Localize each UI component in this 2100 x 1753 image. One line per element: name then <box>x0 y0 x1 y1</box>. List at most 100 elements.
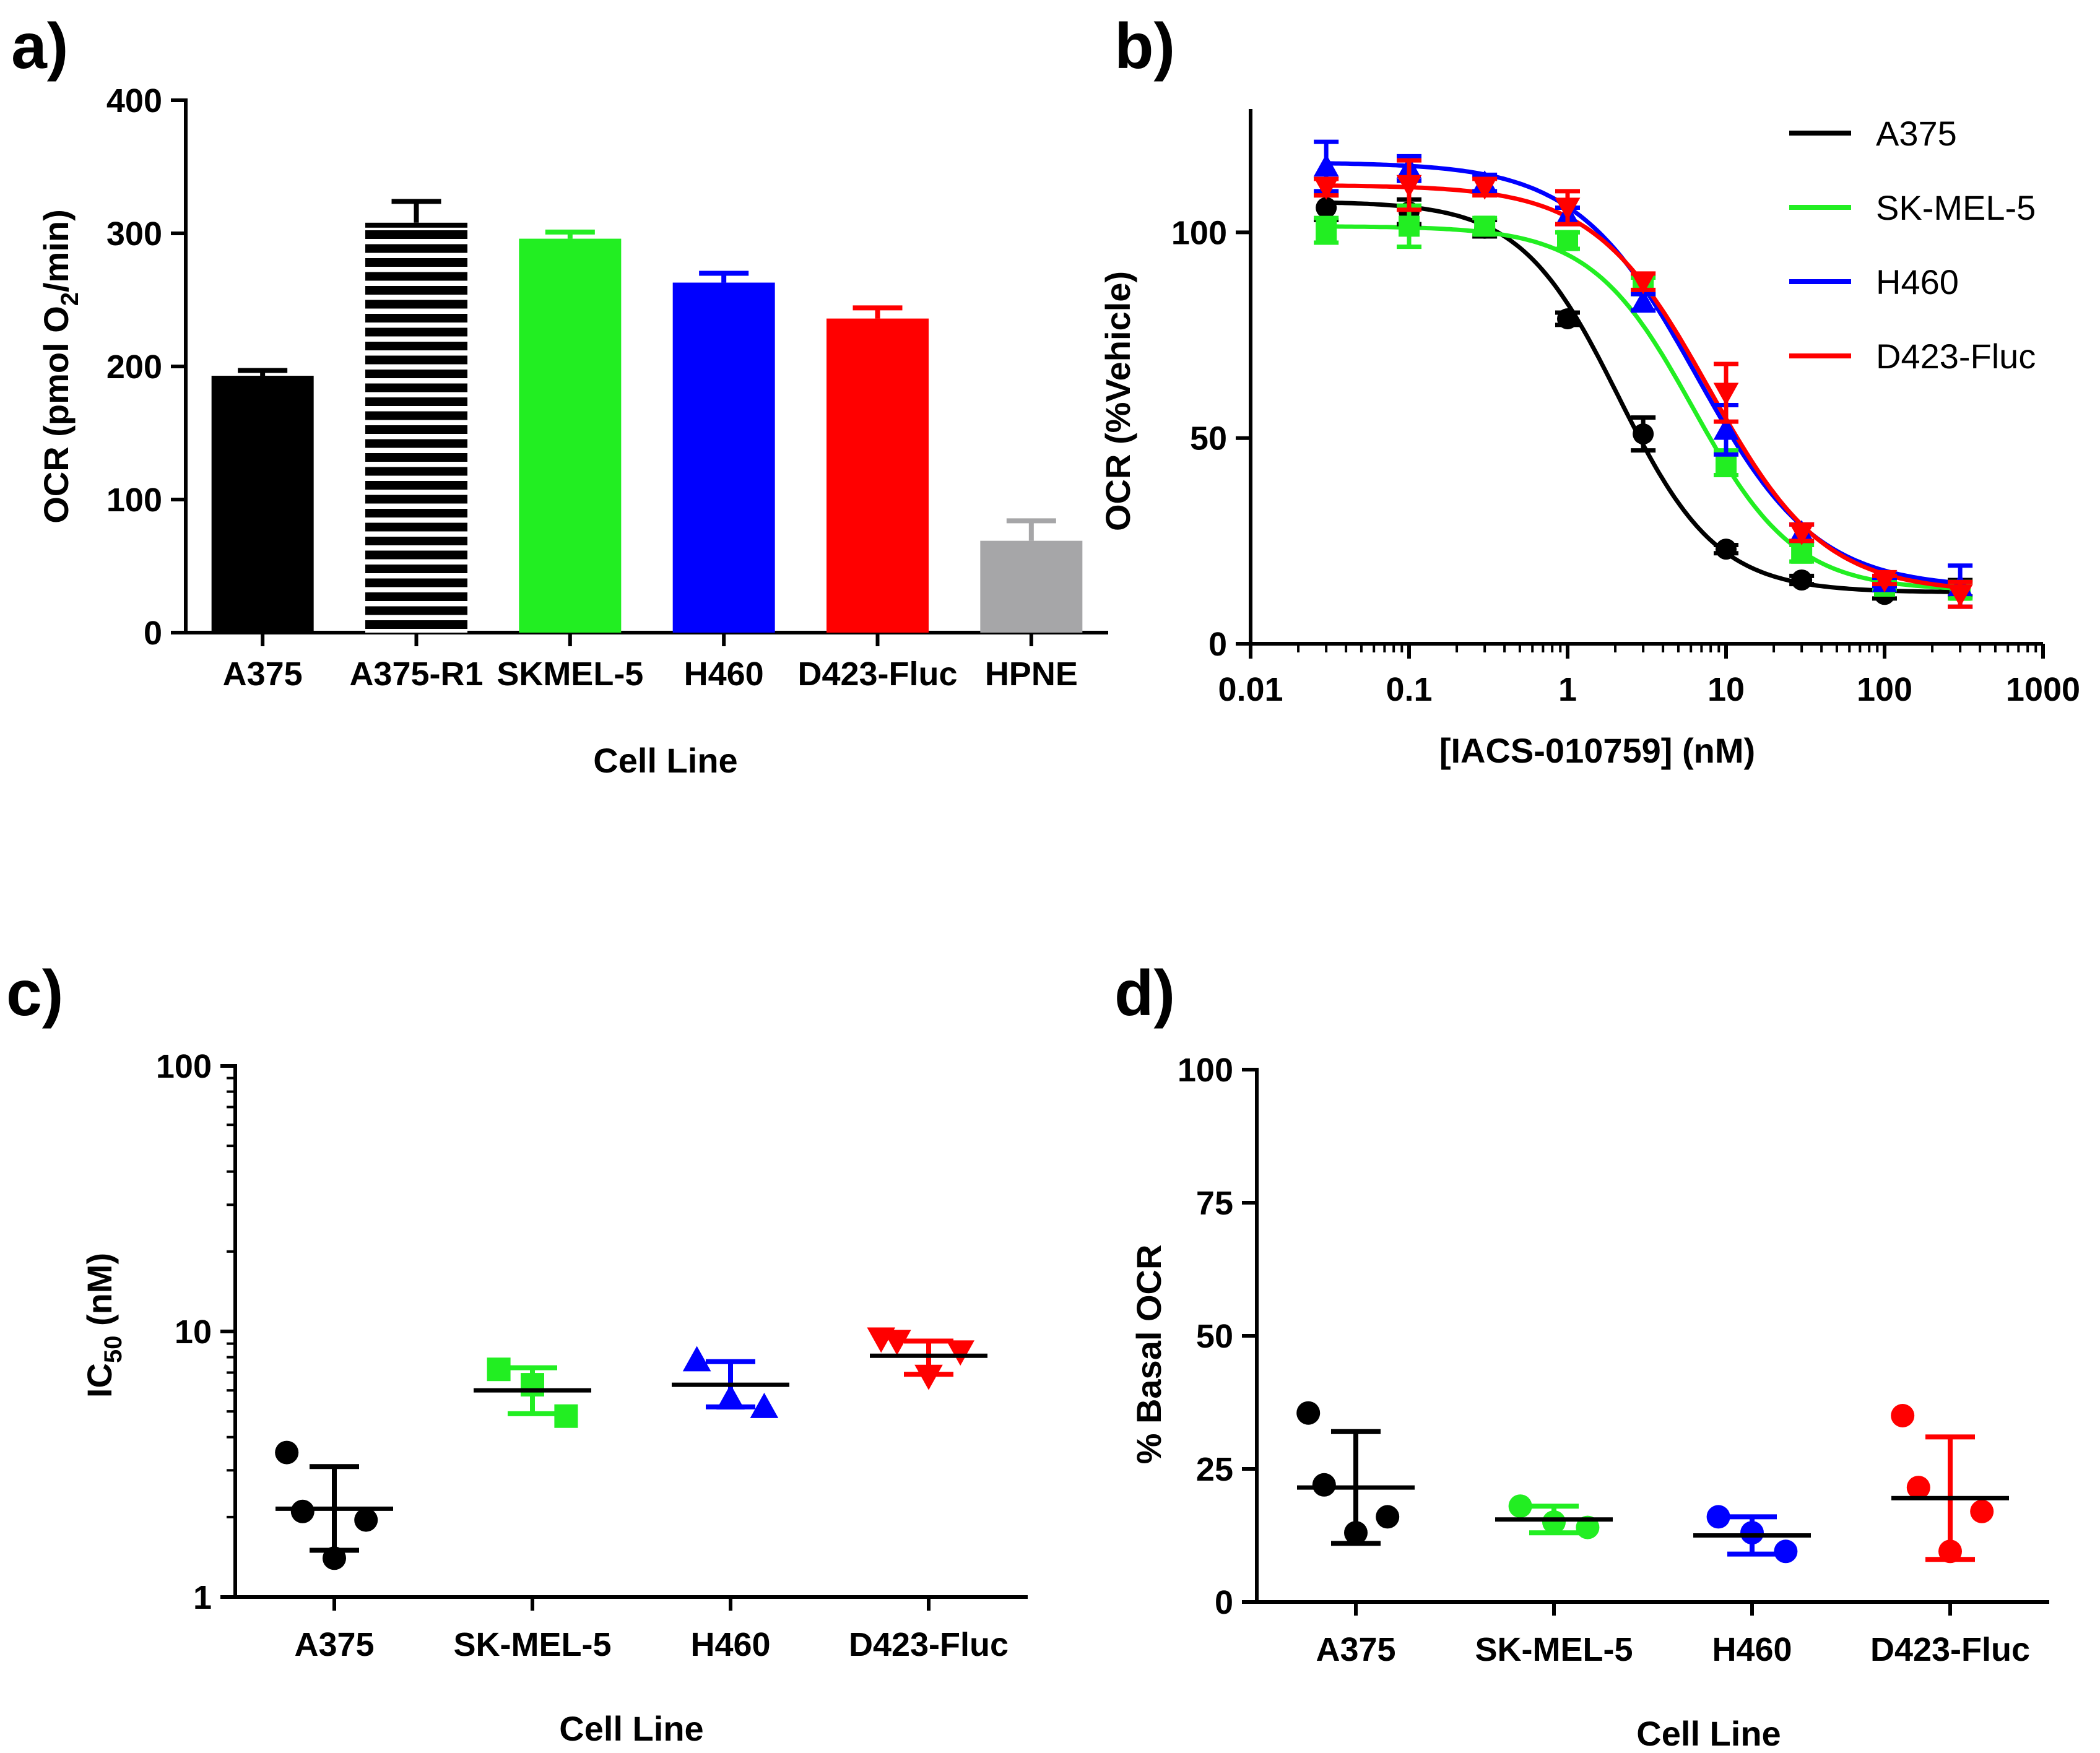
y-tick-label: 25 <box>1196 1451 1233 1488</box>
x-axis-title: Cell Line <box>559 1709 703 1748</box>
panel-a-label: a) <box>11 11 68 82</box>
chart-d-basal-ocr-scatter: 0 25 50 75 100 A375 SK-MEL-5 H460 D423-Fluc Cell … <box>1129 1052 2049 1753</box>
bar-stripe <box>365 592 467 601</box>
x-tick-label: HPNE <box>985 656 1078 693</box>
bar-stripe <box>365 411 467 420</box>
data-point <box>487 1357 511 1382</box>
bar-stripe <box>365 370 467 378</box>
x-tick-label: H460 <box>690 1626 770 1663</box>
y-tick-label: 100 <box>106 482 162 519</box>
bar-stripe <box>365 314 467 322</box>
x-axis-title: Cell Line <box>1636 1714 1781 1753</box>
bar-stripe <box>365 397 467 406</box>
bar-stripe <box>365 522 467 532</box>
data-point <box>1344 1521 1368 1545</box>
bar-stripe <box>365 425 467 434</box>
data-point <box>1508 1494 1532 1518</box>
legend-label: SK-MEL-5 <box>1876 188 2036 227</box>
data-point <box>1313 177 1339 200</box>
x-tick-label: D423-Fluc <box>797 656 957 693</box>
data-point <box>1970 1499 1994 1523</box>
bar-stripe <box>365 620 467 629</box>
data-point <box>1396 175 1422 198</box>
y-tick-label: 100 <box>1171 214 1227 251</box>
data-point <box>1630 289 1656 313</box>
x-tick-label: D423-Fluc <box>1870 1631 2030 1668</box>
data-point <box>275 1440 299 1465</box>
chart-b-dose-response: 0 50 100 0.01 0.1 1 10 100 1000 [IACS-010759] (nM… <box>1098 109 2080 770</box>
bar-stripe <box>365 481 467 490</box>
data-point <box>1947 584 1973 607</box>
x-tick-label: H460 <box>1712 1631 1792 1668</box>
bar-stripe <box>365 230 467 239</box>
y-tick-label: 100 <box>1178 1052 1233 1089</box>
data-point <box>1633 423 1654 445</box>
data-point <box>323 1546 346 1570</box>
y-tick-label: 300 <box>106 215 162 253</box>
data-point <box>1542 1510 1566 1534</box>
data-point <box>914 1364 943 1390</box>
data-point <box>1713 417 1739 440</box>
y-axis-title-subscript: 2 <box>56 292 84 306</box>
bar-stripe <box>365 327 467 337</box>
data-point <box>1312 1473 1336 1497</box>
legend-label: A375 <box>1876 114 1957 153</box>
x-tick-label: D423-Fluc <box>849 1626 1009 1663</box>
data-point <box>1706 1505 1730 1529</box>
data-point <box>1791 569 1813 591</box>
bar-stripe <box>365 467 467 476</box>
bar <box>980 540 1083 633</box>
x-tick-label: 1000 <box>2006 671 2080 708</box>
bar <box>672 282 775 633</box>
x-axis-title: [IACS-010759] (nM) <box>1439 731 1755 770</box>
x-tick-label: SK-MEL-5 <box>454 1626 612 1663</box>
data-point <box>1791 542 1813 564</box>
data-point <box>1906 1476 1930 1500</box>
y-axis-title-part: (nM) <box>80 1253 119 1336</box>
data-point <box>1474 215 1496 237</box>
data-point <box>750 1393 779 1418</box>
data-point <box>716 1384 745 1410</box>
x-tick-label: 10 <box>1707 671 1745 708</box>
data-point <box>1716 539 1737 560</box>
data-point <box>521 1373 544 1397</box>
y-tick-label: 200 <box>106 348 162 386</box>
bar-stripe <box>365 537 467 545</box>
y-tick-label: 0 <box>1208 626 1227 663</box>
y-tick-label: 10 <box>175 1314 212 1351</box>
data-point <box>883 1330 911 1356</box>
bar-stripe <box>365 286 467 295</box>
bar-stripe <box>365 453 467 462</box>
data-point <box>946 1340 974 1366</box>
y-tick-label: 100 <box>156 1048 212 1085</box>
y-tick-label: 400 <box>106 82 162 119</box>
x-tick-label: 0.1 <box>1386 671 1432 708</box>
y-tick-label: 0 <box>1215 1584 1233 1621</box>
x-tick-label: H460 <box>684 656 764 693</box>
x-tick-label: A375 <box>294 1626 374 1663</box>
bar-stripe <box>365 272 467 281</box>
panel-b-label: b) <box>1114 11 1175 82</box>
bar-stripe <box>365 550 467 560</box>
x-tick-label: 0.01 <box>1218 671 1283 708</box>
x-tick-label: A375 <box>223 656 303 693</box>
bar-stripe <box>365 222 467 228</box>
y-tick-label: 75 <box>1196 1185 1233 1222</box>
data-point <box>354 1508 378 1532</box>
fit-curve-a375 <box>1326 200 1961 594</box>
legend-label: H460 <box>1876 262 1959 301</box>
bar-stripe <box>365 244 467 253</box>
y-axis-title-part: IC <box>80 1363 119 1398</box>
y-axis-title: IC50 (nM) <box>80 1253 127 1398</box>
y-tick-label: 0 <box>144 615 162 652</box>
data-point <box>1891 1404 1915 1427</box>
x-tick-label: A375 <box>1316 1631 1395 1668</box>
data-point <box>554 1404 578 1428</box>
y-axis-title: % Basal OCR <box>1129 1245 1168 1465</box>
y-tick-label: 50 <box>1196 1318 1233 1355</box>
x-tick-label: 1 <box>1558 671 1577 708</box>
data-point <box>290 1499 315 1523</box>
data-point <box>1557 230 1578 251</box>
data-point <box>1872 569 1898 593</box>
bar-stripe <box>365 509 467 517</box>
